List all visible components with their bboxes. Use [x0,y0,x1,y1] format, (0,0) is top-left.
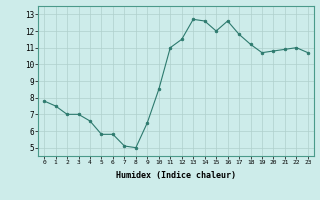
X-axis label: Humidex (Indice chaleur): Humidex (Indice chaleur) [116,171,236,180]
